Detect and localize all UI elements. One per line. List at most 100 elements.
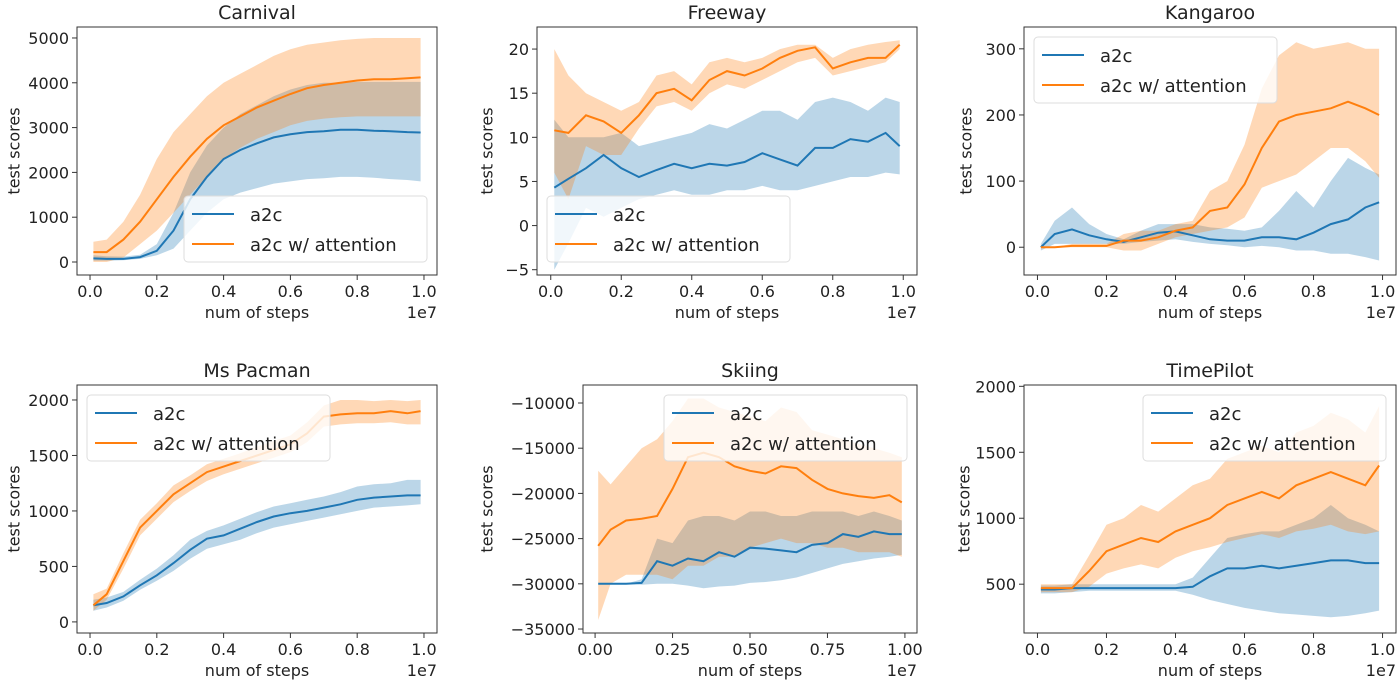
x-tick-label: 0.75	[810, 640, 846, 659]
y-tick-label: −25000	[511, 530, 575, 549]
legend-entry: a2c w/ attention	[730, 434, 877, 455]
legend: a2c a2c w/ attention	[87, 395, 330, 461]
x-tick-label: 0.6	[750, 282, 775, 301]
legend-entry: a2c w/ attention	[1100, 76, 1247, 97]
y-tick-label: 20	[509, 40, 529, 59]
y-tick-label: 5000	[28, 29, 69, 48]
x-tick-label: 0.8	[1301, 640, 1326, 659]
x-tick-label: 1.0	[411, 640, 436, 659]
x-tick-label: 0.4	[211, 640, 236, 659]
x-tick-label: 0.8	[344, 282, 369, 301]
legend-entry: a2c w/ attention	[153, 434, 300, 455]
legend-entry: a2c	[153, 404, 185, 425]
y-tick-label: 2000	[28, 163, 69, 182]
y-tick-label: 0	[519, 217, 529, 236]
y-tick-label: 2000	[28, 391, 69, 410]
x-tick-label: 0.4	[1163, 640, 1188, 659]
x-tick-label: 0.8	[820, 282, 845, 301]
y-tick-label: −10000	[511, 394, 575, 413]
legend: a2c a2c w/ attention	[184, 196, 427, 262]
x-tick-label: 0.0	[77, 282, 102, 301]
y-tick-label: 0	[59, 613, 69, 632]
y-tick-label: 1000	[975, 509, 1016, 528]
y-tick-label: −35000	[511, 620, 575, 639]
legend-entry: a2c	[613, 205, 645, 226]
series-line-a2c	[93, 495, 420, 605]
y-tick-label: −15000	[511, 439, 575, 458]
y-tick-label: 2000	[975, 377, 1016, 396]
subplot-title: Ms Pacman	[203, 360, 310, 382]
subplot-title: Skiing	[721, 360, 779, 382]
x-tick-label: 0.2	[609, 282, 634, 301]
legend-entry: a2c	[1209, 404, 1241, 425]
legend: a2c a2c w/ attention	[547, 196, 790, 262]
x-offset-label: 1e7	[1366, 303, 1396, 322]
x-offset-label: 1e7	[1366, 661, 1396, 680]
confidence-band-a2c	[93, 480, 420, 611]
y-tick-label: 15	[509, 84, 529, 103]
x-tick-label: 0.50	[732, 640, 768, 659]
legend-entry: a2c w/ attention	[613, 235, 760, 256]
x-tick-label: 0.25	[655, 640, 691, 659]
y-tick-label: 200	[985, 106, 1016, 125]
x-axis-label: num of steps	[205, 303, 309, 322]
x-tick-label: 1.0	[1370, 282, 1395, 301]
x-tick-label: 0.6	[278, 640, 303, 659]
subplot-title: TimePilot	[1165, 360, 1253, 382]
x-tick-label: 1.00	[887, 640, 923, 659]
x-tick-label: 0.2	[144, 640, 169, 659]
y-tick-label: −20000	[511, 484, 575, 503]
x-tick-label: 1.0	[1370, 640, 1395, 659]
y-tick-label: 300	[985, 40, 1016, 59]
subplot-title: Carnival	[218, 2, 296, 24]
legend-entry: a2c w/ attention	[1209, 434, 1356, 455]
y-tick-label: 3000	[28, 119, 69, 138]
legend-entry: a2c	[250, 205, 282, 226]
x-axis-label: num of steps	[675, 303, 779, 322]
x-axis-label: num of steps	[1158, 661, 1262, 680]
x-axis-label: num of steps	[1158, 303, 1262, 322]
x-tick-label: 0.0	[77, 640, 102, 659]
subplot-title: Kangaroo	[1165, 2, 1255, 24]
y-tick-label: 1000	[28, 208, 69, 227]
y-tick-label: 4000	[28, 74, 69, 93]
y-axis-label: test scores	[5, 107, 24, 194]
x-tick-label: 0.4	[1163, 282, 1188, 301]
y-tick-label: 500	[985, 575, 1016, 594]
x-tick-label: 0.0	[538, 282, 563, 301]
x-tick-label: 0.6	[1232, 640, 1257, 659]
y-tick-label: 10	[509, 128, 529, 147]
y-tick-label: 100	[985, 172, 1016, 191]
x-tick-label: 0.4	[211, 282, 236, 301]
legend-entry: a2c	[730, 404, 762, 425]
x-tick-label: 0.2	[144, 282, 169, 301]
x-tick-label: 0.8	[344, 640, 369, 659]
x-offset-label: 1e7	[407, 661, 437, 680]
y-tick-label: 500	[38, 557, 69, 576]
x-tick-label: 0.6	[1232, 282, 1257, 301]
legend-entry: a2c	[1100, 46, 1132, 67]
y-axis-label: test scores	[478, 107, 497, 194]
y-tick-label: 5	[519, 172, 529, 191]
subplot-title: Freeway	[688, 2, 767, 24]
x-axis-label: num of steps	[205, 661, 309, 680]
y-axis-label: test scores	[957, 107, 976, 194]
legend: a2c a2c w/ attention	[1143, 395, 1386, 461]
x-tick-label: 0.8	[1301, 282, 1326, 301]
x-tick-label: 0.0	[1025, 640, 1050, 659]
y-tick-label: −5	[505, 261, 529, 280]
y-tick-label: 0	[59, 253, 69, 272]
x-tick-label: 0.00	[577, 640, 613, 659]
legend-entry: a2c w/ attention	[250, 235, 397, 256]
legend: a2c a2c w/ attention	[1034, 37, 1277, 103]
x-offset-label: 1e7	[407, 303, 437, 322]
x-tick-label: 0.0	[1025, 282, 1050, 301]
x-tick-label: 1.0	[411, 282, 436, 301]
x-offset-label: 1e7	[887, 661, 917, 680]
